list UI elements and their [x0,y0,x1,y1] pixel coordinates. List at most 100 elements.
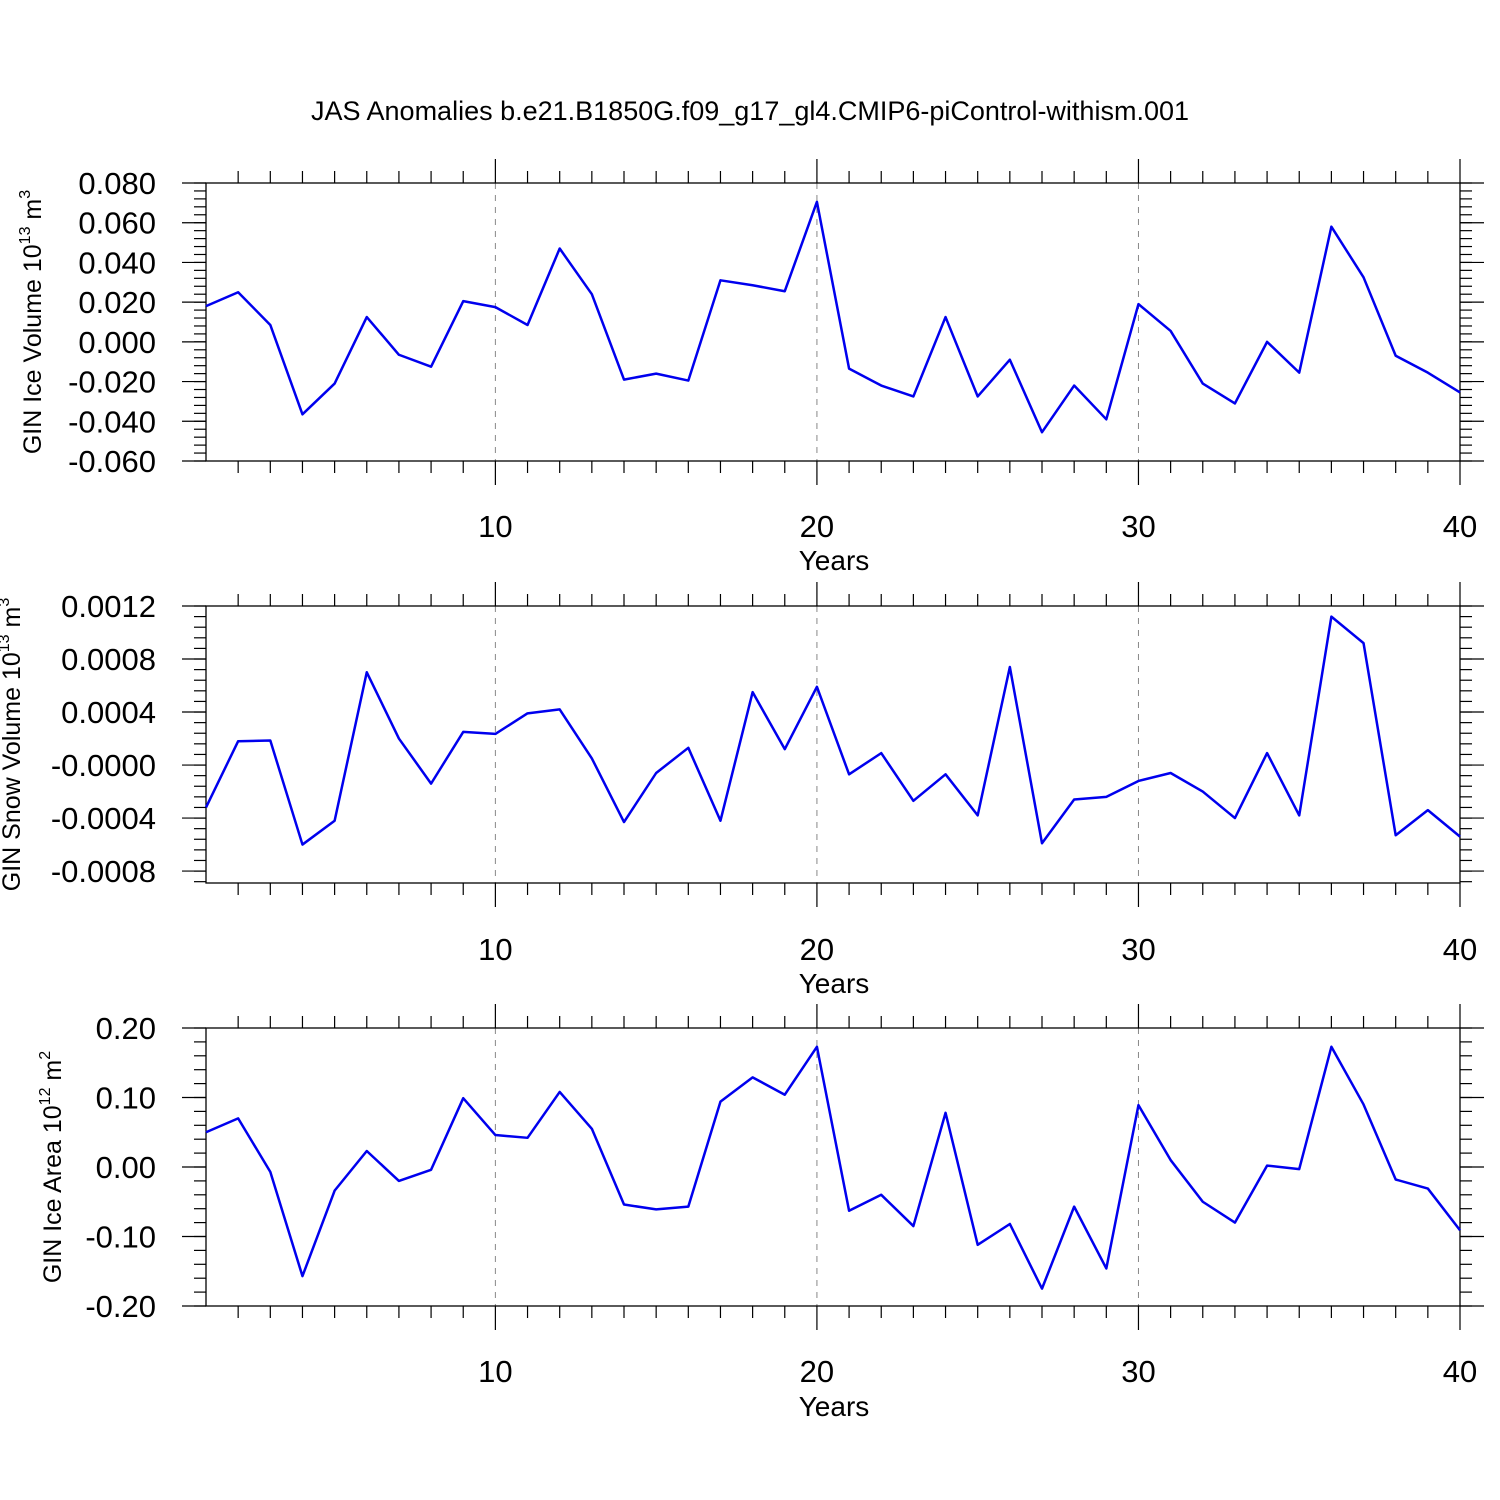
y-tick-label: 0.080 [78,166,156,201]
y-tick-label: 0.000 [78,325,156,360]
data-point [686,746,690,750]
data-point [204,304,208,308]
data-point [365,315,369,319]
chart-panel-2: -0.0008 -0.0004 -0.0000 0.0004 0.0008 0.0012 1… [0,582,1484,999]
y-tick-label: 0.10 [96,1081,156,1116]
data-point [1297,813,1301,817]
data-point [783,1093,787,1097]
y-tick-label: 0.0004 [61,695,156,730]
data-point [1201,790,1205,794]
data-point [1233,816,1237,820]
data-point [300,843,304,847]
y-tick-label: -0.060 [68,444,156,479]
data-point [558,707,562,711]
data-point [1394,354,1398,358]
data-point [268,323,272,327]
data-point [1394,1178,1398,1182]
data-point [1136,302,1140,306]
data-point [911,394,915,398]
data-point [1136,779,1140,783]
data-point [333,382,337,386]
data-point [879,384,883,388]
data-point [976,1243,980,1247]
data-point [268,739,272,743]
data-point [815,685,819,689]
data-point [1104,417,1108,421]
data-point [1072,384,1076,388]
chart-panel-3: -0.20 -0.10 0.00 0.10 0.20 10 20 30 40 Years GIN I… [37,1004,1484,1422]
data-point [718,1100,722,1104]
y-tick-label: 0.060 [78,206,156,241]
data-point [1458,835,1462,839]
data-point [429,365,433,369]
data-point [461,730,465,734]
data-point [493,305,497,309]
chart-panel-1: -0.060 -0.040 -0.020 0.000 0.020 0.040 0.060 0.… [17,159,1484,576]
series-line [205,1045,1461,1290]
x-tick-label: 10 [478,1354,512,1389]
data-point [558,247,562,251]
data-point [847,367,851,371]
data-point [622,820,626,824]
data-point [493,1133,497,1137]
data-point [1233,401,1237,405]
data-point [944,1111,948,1115]
data-point [1169,1158,1173,1162]
data-point [204,1130,208,1134]
x-tick-label: 10 [478,932,512,967]
data-point [300,1274,304,1278]
y-tick-label: 0.0012 [61,589,156,624]
data-point [1426,808,1430,812]
data-point [654,1207,658,1211]
data-point [333,1189,337,1193]
data-point [1426,1187,1430,1191]
x-axis-label: Years [799,545,870,576]
data-point [1040,841,1044,845]
data-point [1329,615,1333,619]
y-tick-label: 0.00 [96,1150,156,1185]
data-point [1458,390,1462,394]
data-point [944,772,948,776]
plot-frame [205,182,1461,462]
data-point [1329,225,1333,229]
data-point [1362,275,1366,279]
data-point [333,819,337,823]
data-point [911,799,915,803]
y-tick-label: 0.0008 [61,642,156,677]
y-axis-label: GIN Snow Volume 1013 m3 [0,598,26,892]
data-point [976,813,980,817]
x-tick-label: 40 [1443,1354,1477,1389]
data-point [429,1168,433,1172]
data-point [1072,1205,1076,1209]
data-point [783,289,787,293]
x-tick-label: 30 [1121,932,1155,967]
data-point [461,1096,465,1100]
data-point [1008,1222,1012,1226]
series-line [204,615,1461,846]
x-tick-label: 20 [800,932,834,967]
data-point [751,690,755,694]
data-point [1040,1287,1044,1291]
y-axis-label: GIN Ice Volume 1013 m3 [17,190,47,454]
data-point [1265,340,1269,344]
data-point [1426,371,1430,375]
data-point [397,353,401,357]
y-axis-label: GIN Ice Area 1012 m2 [37,1051,67,1283]
data-point [204,805,208,809]
data-point [1169,771,1173,775]
data-point [590,1127,594,1131]
x-tick-label: 30 [1121,1354,1155,1389]
y-tick-label: -0.0004 [51,801,156,836]
data-point [879,1193,883,1197]
data-point [751,283,755,287]
data-point [751,1075,755,1079]
data-point [718,819,722,823]
y-tick-label: -0.20 [85,1289,156,1324]
series-line [205,200,1461,434]
x-tick-label: 30 [1121,509,1155,544]
data-point [847,772,851,776]
data-point [654,372,658,376]
data-point [590,292,594,296]
data-point [1233,1221,1237,1225]
data-point [1297,371,1301,375]
